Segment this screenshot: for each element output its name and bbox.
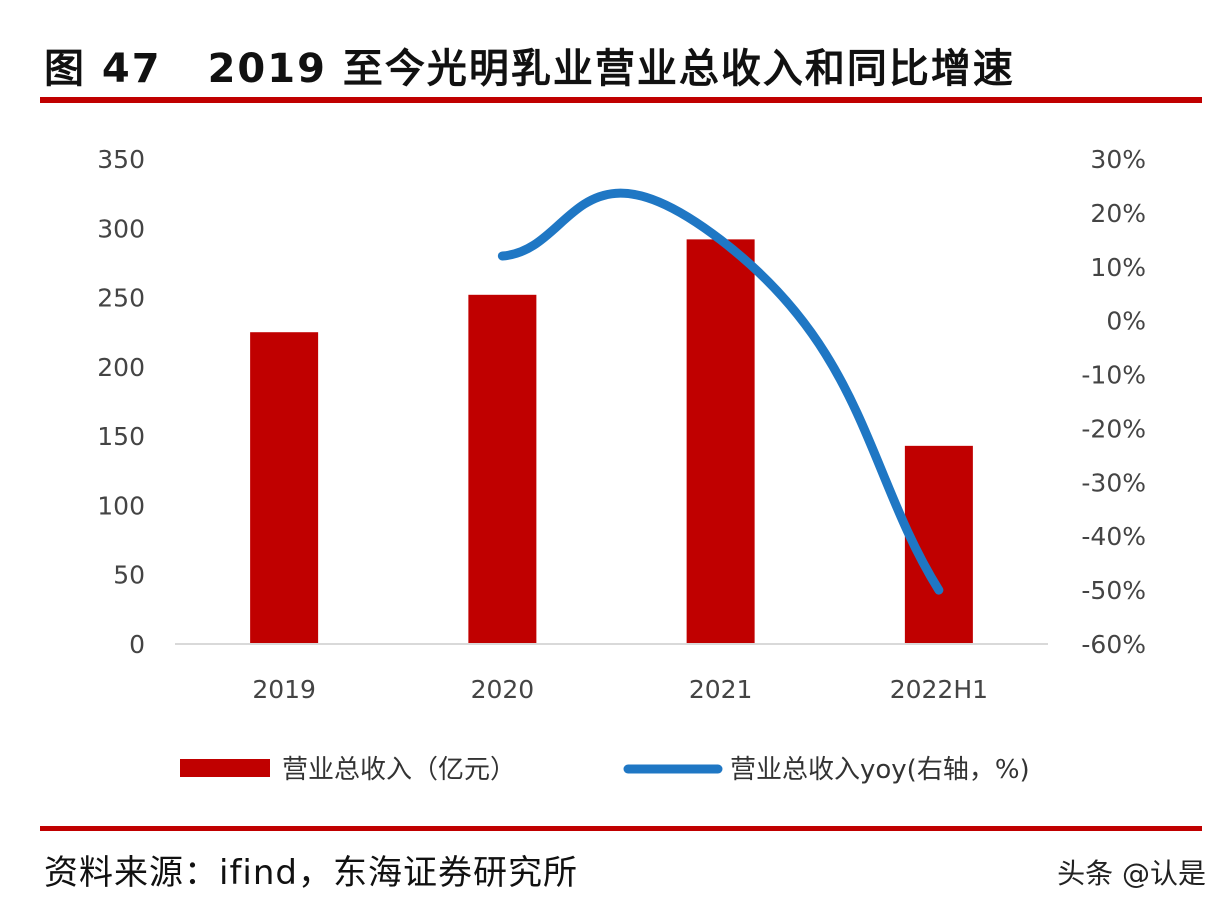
y-right-tick-label: 0% [1106,307,1146,336]
y-left-tick-label: 350 [97,145,145,174]
watermark: 头条 @认是 [1057,857,1206,890]
y-right-tick-label: -60% [1081,630,1146,659]
legend-bar-label: 营业总收入（亿元） [282,755,516,785]
x-tick-label: 2019 [252,675,316,704]
y-right-tick-label: -40% [1081,522,1146,551]
y-left-tick-label: 150 [97,422,145,451]
x-tick-label: 2020 [471,675,535,704]
source-note: 资料来源：ifind，东海证券研究所 [44,853,578,893]
y-right-tick-label: -30% [1081,468,1146,497]
y-right-tick-label: -50% [1081,576,1146,605]
legend: 营业总收入（亿元） 营业总收入yoy(右轴，%) [180,755,1030,785]
y-left-tick-label: 0 [129,630,145,659]
y-left-tick-label: 200 [97,353,145,382]
bar-2019 [250,332,319,644]
y-right-tick-label: -10% [1081,361,1146,390]
figure-number: 图 47 [44,46,162,92]
chart-title: 图 47 2019 至今光明乳业营业总收入和同比增速 [44,36,1015,94]
bar-2020 [468,294,537,644]
legend-line-label: 营业总收入yoy(右轴，%) [730,755,1030,785]
y-right-tick-label: 20% [1090,199,1146,228]
y-left-tick-label: 50 [113,561,145,590]
y-left-tick-label: 300 [97,214,145,243]
bar-2021 [686,239,755,644]
chart-area: 0 50 100 150 200 250 300 350 -60% -50% -40% -30% -2… [97,145,1146,785]
y-left-tick-label: 100 [97,491,145,520]
y-right-tick-label: 30% [1090,145,1146,174]
figure-title: 2019 至今光明乳业营业总收入和同比增速 [207,46,1015,92]
top-divider [40,97,1202,103]
x-tick-label: 2022H1 [890,675,988,704]
y-left-tick-label: 250 [97,284,145,313]
x-tick-label: 2021 [689,675,753,704]
y-right-tick-label: -20% [1081,414,1146,443]
bottom-divider [40,826,1202,831]
y-right-tick-label: 10% [1090,253,1146,282]
legend-bar-swatch [180,759,270,777]
yoy-series-line [497,188,944,595]
